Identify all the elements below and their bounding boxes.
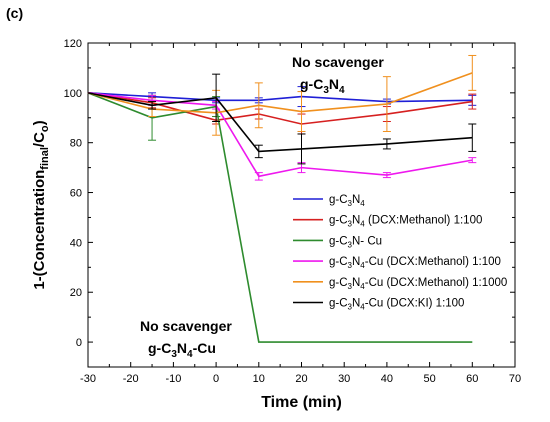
y-axis-title-subscript: o bbox=[39, 125, 51, 132]
formula-part: N bbox=[177, 340, 187, 356]
series-group bbox=[87, 92, 477, 181]
formula-subscript: 3 bbox=[348, 303, 353, 312]
formula-subscript: 4 bbox=[339, 85, 345, 96]
formula-subscript: 4 bbox=[360, 303, 365, 312]
y-tick-label: 60 bbox=[70, 188, 82, 200]
formula-subscript: 3 bbox=[348, 199, 353, 208]
formula-part: N bbox=[352, 298, 360, 310]
annotation-line2: g-C3N4-Cu bbox=[148, 340, 216, 360]
x-tick-label: 20 bbox=[295, 373, 307, 385]
annotation-top: No scavenger g-C3N4 bbox=[292, 54, 384, 96]
legend-label: g-C3N4 bbox=[329, 194, 365, 208]
y-tick-label: 100 bbox=[64, 88, 82, 100]
legend-entry: g-C3N4-Cu (DCX:Methanol) 1:1000 bbox=[293, 277, 507, 291]
x-tick-label: -20 bbox=[123, 373, 139, 385]
formula-subscript: 4 bbox=[360, 220, 365, 229]
y-axis-title-part: 1-(Concentration bbox=[31, 170, 48, 290]
formula-part: N- Cu bbox=[352, 235, 382, 247]
formula-part: -Cu bbox=[193, 340, 216, 356]
formula-subscript: 3 bbox=[323, 85, 329, 96]
series-line bbox=[87, 92, 473, 178]
x-axis-title: Time (min) bbox=[261, 394, 342, 411]
x-tick-label: -10 bbox=[165, 373, 181, 385]
x-tick-label: 30 bbox=[338, 373, 350, 385]
series-group bbox=[87, 54, 477, 136]
y-tick-label: 0 bbox=[76, 337, 82, 349]
legend-entry: g-C3N- Cu bbox=[293, 235, 382, 249]
y-axis-title: 1-(Concentrationfinal/Co) bbox=[31, 120, 51, 289]
y-tick-label: 40 bbox=[70, 237, 82, 249]
formula-subscript: 4 bbox=[360, 199, 365, 208]
formula-part: N bbox=[352, 215, 360, 227]
y-tick-label: 120 bbox=[64, 38, 82, 50]
x-tick-label: 70 bbox=[509, 373, 521, 385]
x-tick-label: 50 bbox=[423, 373, 435, 385]
annotation-bottom: No scavenger g-C3N4-Cu bbox=[140, 318, 232, 360]
legend-entry: g-C3N4 (DCX:Methanol) 1:100 bbox=[293, 215, 482, 229]
formula-part: g-C bbox=[148, 340, 171, 356]
legend-label: g-C3N- Cu bbox=[329, 235, 382, 249]
y-axis-title-part: ) bbox=[31, 120, 48, 125]
formula-part: g-C bbox=[329, 298, 348, 310]
formula-subscript: 4 bbox=[360, 261, 365, 270]
legend-label: g-C3N4-Cu (DCX:KI) 1:100 bbox=[329, 298, 464, 312]
formula-part: g-C bbox=[300, 76, 323, 92]
formula-subscript: 3 bbox=[348, 261, 353, 270]
y-tick-label: 80 bbox=[70, 138, 82, 150]
formula-part: g-C bbox=[329, 194, 348, 206]
formula-part: g-C bbox=[329, 235, 348, 247]
formula-subscript: 3 bbox=[171, 349, 177, 360]
panel-label: (c) bbox=[6, 5, 23, 21]
formula-part: g-C bbox=[329, 215, 348, 227]
formula-subscript: 3 bbox=[348, 220, 353, 229]
formula-part: -Cu (DCX:Methanol) 1:1000 bbox=[365, 277, 508, 289]
x-tick-label: 60 bbox=[466, 373, 478, 385]
formula-subscript: 3 bbox=[348, 240, 353, 249]
x-tick-label: 10 bbox=[253, 373, 265, 385]
x-tick-label: 0 bbox=[213, 373, 219, 385]
formula-part: g-C bbox=[329, 277, 348, 289]
legend-label: g-C3N4 (DCX:Methanol) 1:100 bbox=[329, 215, 482, 229]
legend-entry: g-C3N4-Cu (DCX:Methanol) 1:100 bbox=[293, 256, 501, 270]
formula-part: (DCX:Methanol) 1:100 bbox=[365, 215, 483, 227]
formula-part: N bbox=[352, 256, 360, 268]
plot-series bbox=[87, 54, 477, 343]
annotation-line2: g-C3N4 bbox=[300, 76, 345, 96]
formula-subscript: 3 bbox=[348, 282, 353, 291]
series-group bbox=[87, 73, 477, 165]
y-tick-label: 20 bbox=[70, 287, 82, 299]
x-tick-label: 40 bbox=[381, 373, 393, 385]
y-axis-title-part: /C bbox=[31, 132, 48, 147]
formula-part: -Cu (DCX:Methanol) 1:100 bbox=[365, 256, 501, 268]
formula-part: -Cu (DCX:KI) 1:100 bbox=[365, 298, 465, 310]
formula-part: N bbox=[352, 194, 360, 206]
legend-entry: g-C3N4-Cu (DCX:KI) 1:100 bbox=[293, 298, 464, 312]
formula-subscript: 4 bbox=[360, 282, 365, 291]
y-axis-title-subscript: final bbox=[39, 147, 51, 170]
annotation-line1: No scavenger bbox=[292, 54, 384, 70]
legend-entry: g-C3N4 bbox=[293, 194, 365, 208]
x-tick-label: -30 bbox=[80, 373, 96, 385]
formula-part: N bbox=[329, 76, 339, 92]
legend-label: g-C3N4-Cu (DCX:Methanol) 1:100 bbox=[329, 256, 501, 270]
axes: -30 -20 -10 0 10 20 30 40 50 60 70 0 20 40 60 80 100 120 T… bbox=[6, 5, 521, 411]
formula-subscript: 4 bbox=[187, 349, 193, 360]
annotation-line1: No scavenger bbox=[140, 318, 232, 334]
formula-part: g-C bbox=[329, 256, 348, 268]
formula-part: N bbox=[352, 277, 360, 289]
series-line bbox=[87, 72, 473, 114]
legend-label: g-C3N4-Cu (DCX:Methanol) 1:1000 bbox=[329, 277, 507, 291]
